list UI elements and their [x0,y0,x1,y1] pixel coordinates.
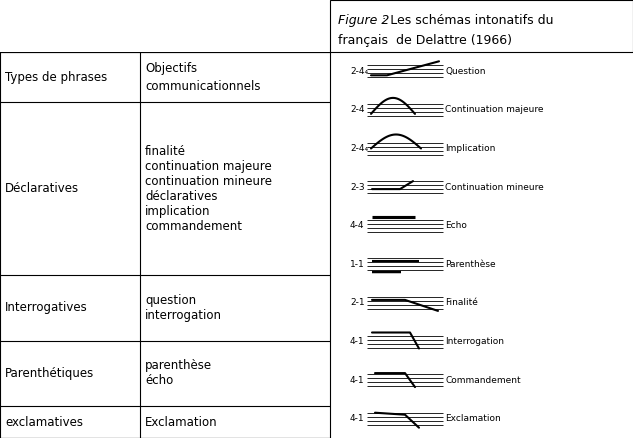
Text: Déclaratives: Déclaratives [5,182,79,195]
Text: interrogation: interrogation [145,309,222,322]
Text: écho: écho [145,374,173,387]
Text: Commandement: Commandement [445,376,520,385]
Text: Interrogatives: Interrogatives [5,301,88,314]
Text: français  de Delattre (1966): français de Delattre (1966) [338,34,512,47]
Text: commandement: commandement [145,220,242,233]
Text: Continuation mineure: Continuation mineure [445,183,544,191]
Text: Finalité: Finalité [445,298,478,307]
Text: Implication: Implication [445,144,496,153]
Text: Question: Question [445,67,486,76]
Text: question: question [145,294,196,307]
Text: 2-3: 2-3 [350,183,365,191]
Text: continuation mineure: continuation mineure [145,175,272,188]
Text: 2-4₄: 2-4₄ [350,67,368,76]
Text: 4-1: 4-1 [350,337,365,346]
Text: Types de phrases: Types de phrases [5,71,107,84]
Text: 2-1: 2-1 [350,298,365,307]
Text: Interrogation: Interrogation [445,337,504,346]
Text: 4-1: 4-1 [350,414,365,423]
Text: exclamatives: exclamatives [5,416,83,428]
Text: Parenthétiques: Parenthétiques [5,367,94,380]
Text: parenthèse: parenthèse [145,359,212,372]
Text: 4-1: 4-1 [350,376,365,385]
Text: continuation majeure: continuation majeure [145,160,272,173]
Text: Parenthèse: Parenthèse [445,260,496,269]
Text: déclaratives: déclaratives [145,190,218,203]
Text: finalité: finalité [145,145,186,158]
Text: 1-1: 1-1 [350,260,365,269]
Text: Figure 2: Figure 2 [338,14,389,27]
Text: Exclamation: Exclamation [145,416,218,428]
Text: : Les schémas intonatifs du: : Les schémas intonatifs du [378,14,553,27]
Text: Continuation majeure: Continuation majeure [445,106,544,114]
Text: 2-4: 2-4 [350,106,365,114]
Text: 4-4: 4-4 [350,221,365,230]
Text: 2-4₄: 2-4₄ [350,144,368,153]
Text: implication: implication [145,205,211,218]
Text: Objectifs: Objectifs [145,62,197,75]
Text: Exclamation: Exclamation [445,414,501,423]
Text: Echo: Echo [445,221,467,230]
Text: communicationnels: communicationnels [145,80,261,93]
